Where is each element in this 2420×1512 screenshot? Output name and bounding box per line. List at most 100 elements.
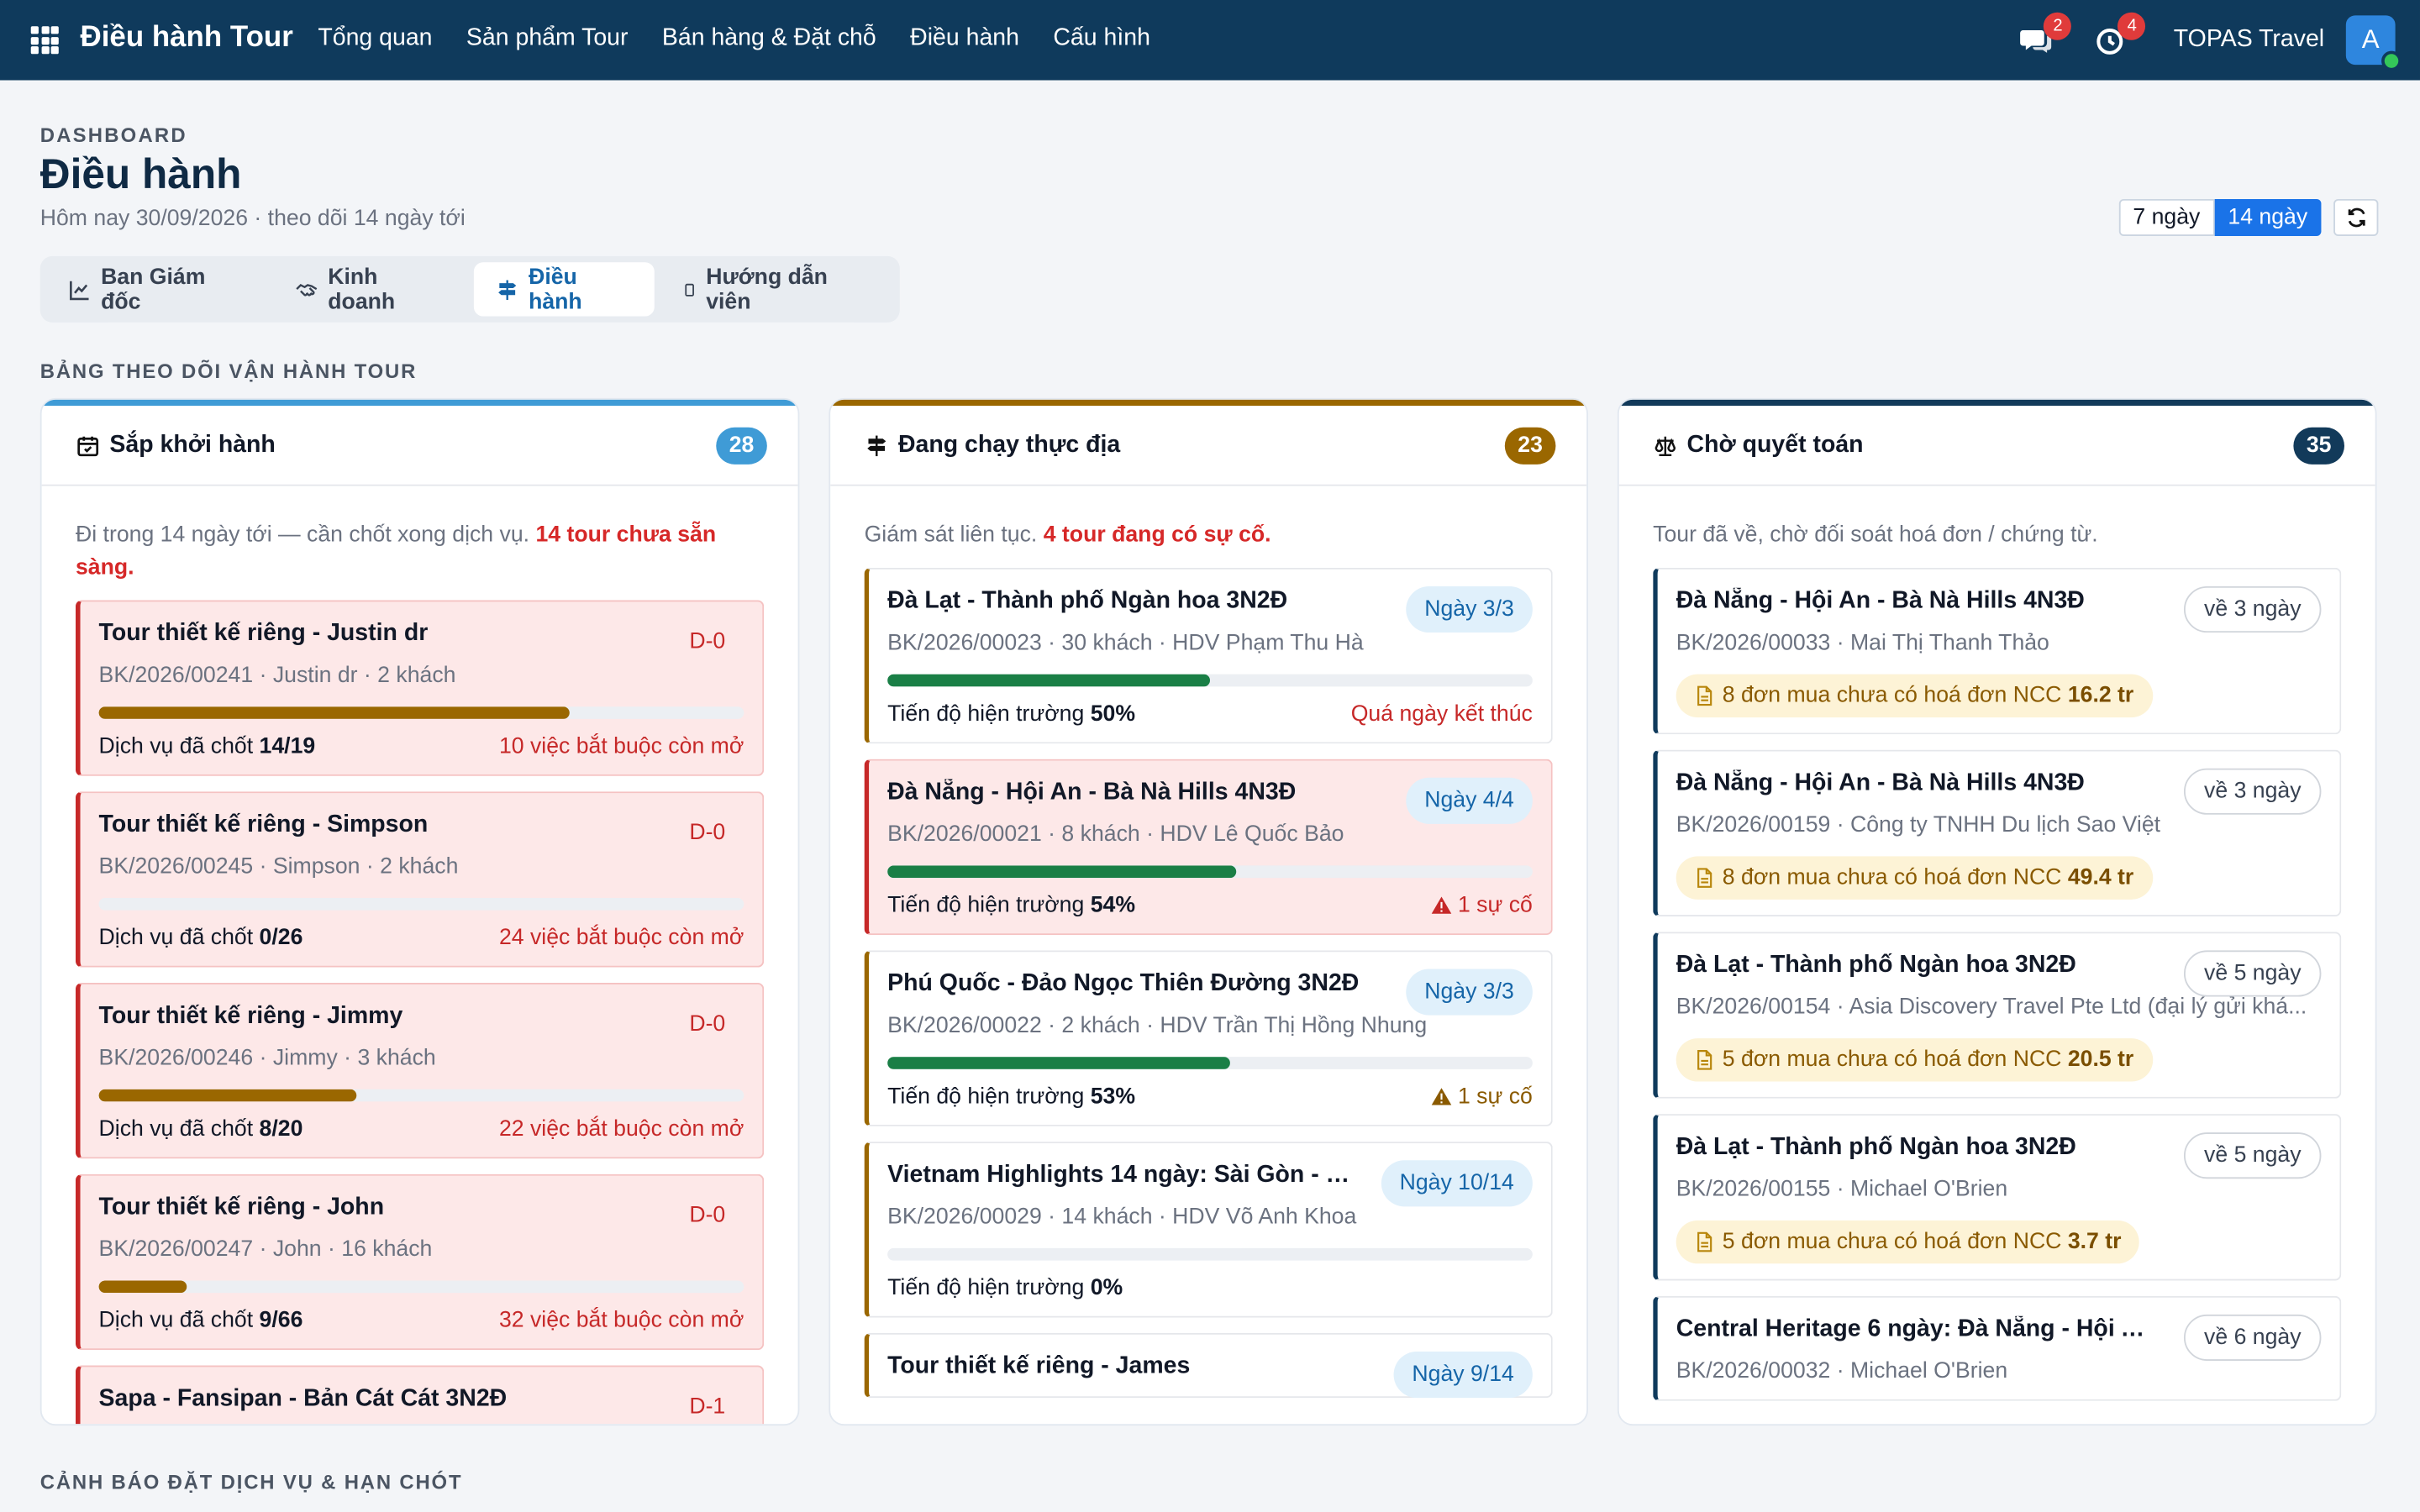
tour-card[interactable]: Đà Nẵng - Hội An - Bà Nà Hills 4N3Đ về 3 …	[1653, 749, 2342, 917]
page-subtitle: Hôm nay 30/09/2026 · theo dõi 14 ngày tớ…	[39, 207, 466, 232]
app-grid-icon[interactable]	[30, 26, 59, 55]
avatar[interactable]: A	[2345, 15, 2402, 71]
card-footer: Dịch vụ đã chốt 8/20 22 việc bắt buộc còn…	[99, 1117, 744, 1142]
handshake-icon	[296, 283, 318, 296]
progress-fill	[887, 674, 1210, 687]
document-icon	[1695, 867, 1715, 889]
booking-meta: BK/2026/00247 · John · 16 khách	[98, 1237, 433, 1263]
progress-value: 54%	[1090, 893, 1136, 918]
refresh-icon	[2347, 207, 2365, 228]
departure-countdown: D-0	[689, 821, 726, 846]
tour-card[interactable]: Đà Lạt - Thành phố Ngàn hoa 3N2Đ về 5 ngà…	[1653, 932, 2342, 1099]
tab-guides[interactable]: Hướng dẫn viên	[660, 262, 894, 316]
tour-title: Tour thiết kế riêng - Justin dr	[98, 620, 429, 647]
field-progress: Tiến độ hiện trường 54%	[887, 893, 1135, 917]
day-badge: Ngày 4/4	[1406, 777, 1533, 824]
card-footer: Tiến độ hiện trường 53% 1 sự cố	[887, 1084, 1533, 1109]
invoice-text-wrap: 8 đơn mua chưa có hoá đơn NCC 16.2 tr	[1723, 684, 2134, 708]
services-confirmed: Dịch vụ đã chốt 9/66	[99, 1309, 303, 1333]
tab-board-label: Ban Giám đốc	[101, 264, 206, 314]
tour-card[interactable]: Tour thiết kế riêng - James Ngày 9/14	[864, 1332, 1553, 1399]
column-upcoming: Sắp khởi hành 28 Đi trong 14 ngày tới — …	[39, 397, 800, 1426]
day-badge: Ngày 3/3	[1406, 585, 1533, 633]
menu-item-overview[interactable]: Tổng quan	[318, 24, 433, 51]
refresh-button[interactable]	[2333, 198, 2379, 237]
card-footer: Dịch vụ đã chốt 0/26 24 việc bắt buộc còn…	[99, 926, 744, 950]
progress-value: 53%	[1090, 1084, 1136, 1110]
returned-days-badge: về 5 ngày	[2184, 1132, 2322, 1179]
tour-card[interactable]: Đà Nẵng - Hội An - Bà Nà Hills 4N3Đ Ngày …	[864, 759, 1553, 936]
tour-card[interactable]: Sapa - Fansipan - Bản Cát Cát 3N2Đ D-1	[75, 1365, 765, 1425]
progress-value: 0%	[1090, 1275, 1123, 1301]
booking-meta: BK/2026/00033 · Mai Thị Thanh Thảo	[1676, 631, 2049, 656]
online-status-dot	[2381, 50, 2402, 71]
progress-bar	[887, 865, 1533, 879]
alarm-badge: 4	[2118, 12, 2146, 40]
tour-title: Tour thiết kế riêng - John	[98, 1194, 385, 1221]
progress-bar	[887, 1247, 1533, 1261]
tour-card[interactable]: Central Heritage 6 ngày: Đà Nẵng - Hội A…	[1653, 1295, 2342, 1401]
calendar-check-icon	[77, 435, 99, 456]
tab-sales[interactable]: Kinh doanh	[273, 262, 467, 316]
count-badge: 23	[1504, 426, 1556, 464]
main-menu: Tổng quan Sản phẩm Tour Bán hàng & Đặt c…	[318, 24, 1150, 52]
card-footer: Tiến độ hiện trường 50% Quá ngày kết thúc	[887, 702, 1533, 727]
missing-invoice-badge[interactable]: 8 đơn mua chưa có hoá đơn NCC 49.4 tr	[1676, 856, 2153, 900]
brand-title[interactable]: Điều hành Tour	[80, 21, 293, 55]
booking-meta: BK/2026/00246 · Jimmy · 3 khách	[98, 1046, 436, 1071]
invoice-amount: 20.5 tr	[2067, 1047, 2134, 1073]
returned-days-badge: về 3 ngày	[2184, 768, 2322, 815]
tour-title: Sapa - Fansipan - Bản Cát Cát 3N2Đ	[98, 1385, 508, 1412]
progress-value: 50%	[1090, 701, 1136, 727]
tour-card[interactable]: Phú Quốc - Đảo Ngọc Thiên Đường 3N2Đ Ngày…	[864, 950, 1553, 1126]
services-label: Dịch vụ đã chốt	[98, 926, 260, 951]
column-settlement-title: Chờ quyết toán	[1686, 431, 1864, 458]
document-icon	[1695, 685, 1715, 707]
booking-meta: BK/2026/00241 · Justin dr · 2 khách	[98, 663, 456, 689]
alarm-icon[interactable]: 4	[2093, 12, 2146, 57]
menu-item-products[interactable]: Sản phẩm Tour	[466, 24, 629, 51]
field-progress: Tiến độ hiện trường 53%	[887, 1084, 1135, 1109]
returned-days-badge: về 6 ngày	[2184, 1314, 2322, 1361]
tour-card[interactable]: Tour thiết kế riêng - John D-0 BK/2026/002…	[75, 1173, 765, 1351]
menu-item-settings[interactable]: Cấu hình	[1053, 24, 1150, 51]
column-running: Đang chạy thực địa 23 Giám sát liên tục.…	[829, 397, 1588, 1426]
column-description: Đi trong 14 ngày tới — cần chốt xong dịc…	[76, 520, 764, 585]
tour-card[interactable]: Tour thiết kế riêng - Simpson D-0 BK/2026/…	[75, 791, 765, 968]
count-badge: 35	[2293, 426, 2344, 464]
booking-meta: BK/2026/00029 · 14 khách · HDV Võ Anh Kh…	[887, 1205, 1357, 1230]
scale-balance-icon	[1655, 435, 1676, 456]
document-icon	[1695, 1231, 1715, 1253]
range-14-days-button[interactable]: 14 ngày	[2213, 198, 2322, 237]
tour-card[interactable]: Đà Lạt - Thành phố Ngàn hoa 3N2Đ về 5 ngà…	[1653, 1114, 2342, 1281]
chat-icon[interactable]: 2	[2019, 12, 2072, 57]
open-tasks: 32 việc bắt buộc còn mở	[498, 1308, 744, 1333]
services-value: 0/26	[259, 926, 303, 951]
range-7-days-button[interactable]: 7 ngày	[2118, 198, 2214, 237]
invoice-text-wrap: 5 đơn mua chưa có hoá đơn NCC 3.7 tr	[1723, 1230, 2122, 1254]
tour-card[interactable]: Đà Lạt - Thành phố Ngàn hoa 3N2Đ Ngày 3/3…	[864, 567, 1553, 744]
company-name[interactable]: TOPAS Travel	[2173, 26, 2325, 53]
tour-card[interactable]: Đà Nẵng - Hội An - Bà Nà Hills 4N3Đ về 3 …	[1653, 567, 2342, 735]
missing-invoice-badge[interactable]: 8 đơn mua chưa có hoá đơn NCC 16.2 tr	[1676, 674, 2153, 718]
progress-bar	[887, 674, 1533, 687]
menu-item-operations[interactable]: Điều hành	[910, 24, 1019, 51]
card-footer: Dịch vụ đã chốt 9/66 32 việc bắt buộc còn…	[99, 1309, 744, 1333]
top-navbar: Điều hành Tour Tổng quan Sản phẩm Tour B…	[0, 0, 2420, 81]
tab-operations[interactable]: Điều hành	[474, 262, 655, 317]
open-tasks: 22 việc bắt buộc còn mở	[498, 1116, 744, 1142]
tour-card[interactable]: Tour thiết kế riêng - Justin dr D-0 BK/202…	[75, 600, 765, 776]
signpost-icon	[867, 434, 886, 456]
invoice-text: 8 đơn mua chưa có hoá đơn NCC	[1722, 865, 2068, 890]
column-description: Giám sát liên tục. 4 tour đang có sự cố.	[865, 520, 1553, 553]
menu-item-sales[interactable]: Bán hàng & Đặt chỗ	[661, 24, 876, 51]
tab-board[interactable]: Ban Giám đốc	[46, 262, 267, 316]
missing-invoice-badge[interactable]: 5 đơn mua chưa có hoá đơn NCC 3.7 tr	[1676, 1220, 2140, 1264]
departure-countdown: D-0	[689, 1203, 726, 1229]
avatar-letter: A	[2361, 24, 2380, 55]
progress-fill	[98, 1089, 357, 1102]
tour-card[interactable]: Vietnam Highlights 14 ngày: Sài Gòn - M.…	[864, 1142, 1553, 1318]
missing-invoice-badge[interactable]: 5 đơn mua chưa có hoá đơn NCC 20.5 tr	[1676, 1038, 2153, 1082]
tour-card[interactable]: Tour thiết kế riêng - Jimmy D-0 BK/2026/00…	[75, 982, 765, 1159]
progress-fill	[887, 865, 1236, 879]
